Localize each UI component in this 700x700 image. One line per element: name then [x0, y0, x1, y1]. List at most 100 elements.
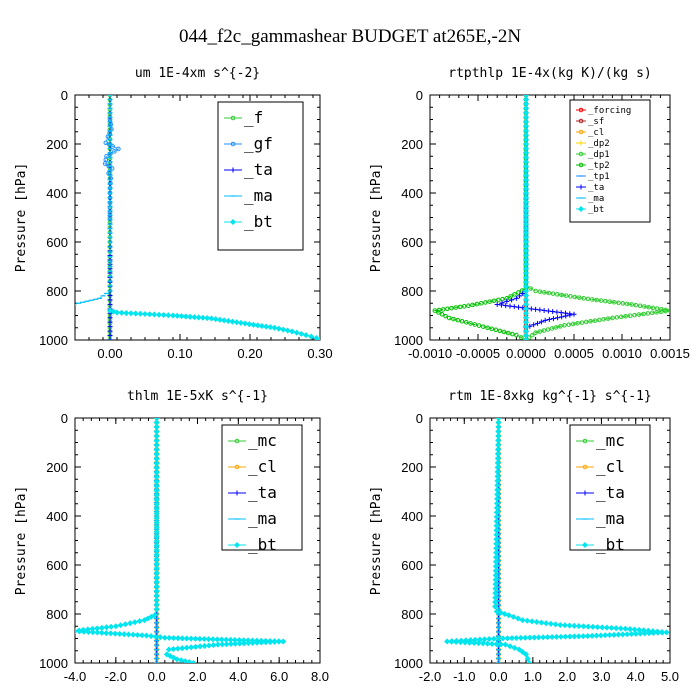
data-point-gf [112, 149, 117, 154]
data-point-bt [161, 634, 168, 641]
data-point-ta [531, 322, 537, 328]
legend-marker-ta [578, 184, 584, 190]
legend-label: _mc [596, 431, 625, 450]
legend-label: _ma [596, 509, 625, 528]
y-axis-label: Pressure [hPa] [369, 163, 384, 273]
data-point-ta [546, 317, 552, 323]
data-point-bt [94, 629, 101, 636]
data-point-bt [130, 631, 137, 638]
y-tick-label: 0 [416, 88, 423, 103]
data-point-bt [615, 631, 622, 638]
data-point-ta [498, 302, 504, 308]
data-point-tp2 [487, 299, 493, 304]
y-tick-label: 200 [46, 137, 68, 152]
data-point-tp2 [474, 301, 480, 307]
data-point-bt [76, 628, 83, 635]
data-point-ta [538, 319, 544, 325]
data-point-gf [107, 142, 112, 147]
data-point-bt [543, 620, 550, 627]
data-point-tp2 [445, 306, 450, 312]
data-point-bt [547, 620, 554, 627]
x-tick-label: 1.0 [524, 669, 542, 684]
data-point-bt [561, 622, 568, 629]
data-point-bt [522, 634, 529, 641]
data-point-ta [107, 301, 113, 307]
legend-marker-cl [578, 129, 584, 135]
data-point-bt [448, 638, 455, 645]
legend: _forcing_sf_cl_dp2_dp1_tp2_tp1_ta_ma_bt [569, 99, 651, 223]
data-point-bt [191, 314, 198, 321]
data-point-bt [112, 630, 119, 637]
data-point-ta [107, 319, 113, 325]
y-tick-label: 200 [46, 460, 68, 475]
data-point-bt [502, 641, 509, 648]
legend: _mc _cl _ta _ma _bt [221, 424, 303, 554]
data-point-bt [453, 638, 460, 645]
data-point-dp1 [654, 309, 660, 315]
data-point-dp1 [620, 301, 626, 306]
y-tick-label: 400 [401, 509, 423, 524]
data-point-dp1 [610, 315, 615, 321]
data-point-bt [650, 629, 657, 637]
data-point-bt [632, 630, 639, 637]
x-tick-label: 0.00 [97, 346, 122, 361]
data-point-bt [526, 659, 533, 663]
data-point-bt [504, 635, 511, 642]
data-point-tp2 [505, 330, 511, 336]
x-tick-label: 8.0 [311, 669, 329, 684]
data-point-tp2 [459, 318, 465, 324]
data-point-ta [107, 292, 113, 298]
data-point-bt [201, 636, 208, 643]
data-point-gf [103, 140, 109, 146]
data-point-bt [275, 638, 282, 645]
data-point-bt [204, 315, 211, 322]
data-point-bt [157, 634, 164, 641]
data-point-bt [575, 633, 582, 640]
data-point-bt [284, 327, 291, 334]
series-line-tp2 [433, 95, 527, 340]
data-point-bt [293, 329, 300, 336]
data-point-bt [134, 631, 141, 639]
data-point-bt [209, 636, 216, 643]
data-point-dp1 [663, 308, 668, 314]
data-point-bt [280, 326, 287, 333]
data-point-ta [107, 297, 113, 303]
data-point-bt [210, 642, 217, 649]
panel-4: rtm 1E-8xkg kg^{-1} s^{-1} Pressure [hPa]… [369, 389, 679, 684]
data-point-bt [663, 629, 670, 636]
data-point-dp1 [555, 292, 560, 297]
data-point-ta [554, 309, 560, 315]
data-point-ta [107, 337, 113, 340]
data-point-ta [542, 317, 548, 323]
data-point-bt [137, 310, 144, 317]
y-tick-label: 600 [46, 558, 68, 573]
y-tick-label: 400 [46, 186, 68, 201]
data-point-dp1 [636, 312, 642, 317]
data-point-bt [208, 315, 215, 322]
data-point-ta [535, 320, 541, 326]
data-point-bt [75, 628, 79, 635]
data-point-bt [117, 622, 124, 629]
legend-label: _f [244, 108, 263, 127]
data-point-ta [559, 314, 565, 320]
legend-marker-cl [582, 464, 588, 470]
data-point-dp1 [550, 291, 556, 296]
x-tick-label: 0.10 [167, 346, 192, 361]
data-point-dp1 [570, 321, 576, 327]
legend-box [217, 101, 304, 251]
data-point-tp2 [518, 335, 524, 340]
data-point-bt [85, 628, 92, 636]
data-point-bt [201, 642, 208, 649]
data-point-bt [214, 641, 221, 648]
data-point-bt [233, 319, 240, 326]
legend-label: _gf [244, 134, 273, 153]
legend-box [569, 99, 651, 223]
data-point-bt [599, 624, 606, 631]
data-point-bt [602, 632, 609, 639]
data-point-ta [558, 310, 564, 316]
data-point-bt [522, 651, 530, 658]
data-point-gf [116, 146, 121, 152]
data-point-bt [98, 624, 105, 631]
data-point-bt [580, 623, 587, 630]
data-point-tp2 [439, 311, 445, 317]
